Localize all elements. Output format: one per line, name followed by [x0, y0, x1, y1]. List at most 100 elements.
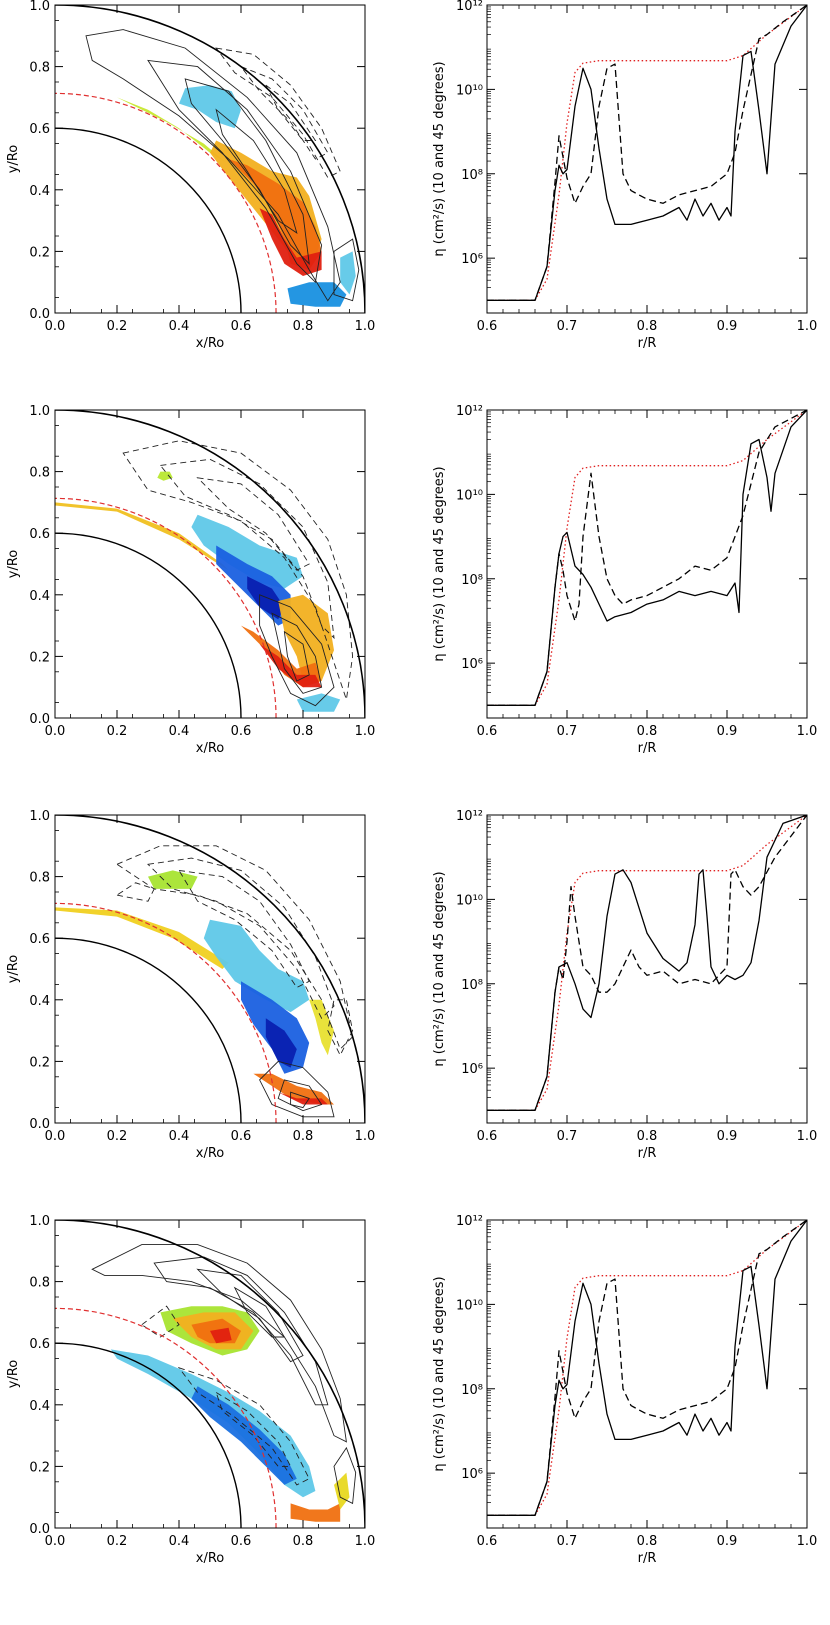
contour-dashed: [215, 47, 341, 179]
y-tick-label: 10⁶: [461, 1467, 483, 1482]
x-tick-label: 0.8: [293, 319, 314, 334]
field-blob: [287, 282, 347, 307]
x-tick-label: 0.8: [637, 1534, 658, 1549]
field-blob: [203, 919, 310, 1013]
x-tick-label: 0.6: [231, 319, 252, 334]
x-axis-label: x/Ro: [196, 1551, 225, 1566]
x-tick-label: 0.0: [45, 724, 66, 739]
y-tick-label: 0.8: [29, 1276, 50, 1291]
x-tick-label: 0.9: [717, 319, 738, 334]
y-tick-label: 1.0: [29, 809, 50, 824]
x-tick-label: 0.7: [557, 1129, 578, 1144]
contour-solid: [290, 1091, 310, 1109]
field-blob: [157, 471, 173, 481]
y-tick-label: 10⁸: [461, 168, 483, 183]
field-blob: [228, 159, 322, 270]
field-blob: [247, 576, 285, 620]
x-tick-label: 1.0: [797, 319, 818, 334]
x-tick-label: 0.6: [231, 1534, 252, 1549]
contour-dashed: [177, 1366, 310, 1486]
contour-dashed: [115, 882, 155, 902]
contour-solid: [196, 1268, 304, 1363]
contour-solid: [91, 1244, 347, 1443]
y-tick-label: 0.6: [29, 527, 50, 542]
contour-solid: [333, 1446, 357, 1505]
x-tick-label: 0.9: [717, 724, 738, 739]
contour-dashed: [265, 84, 317, 141]
x-tick-label: 0.4: [169, 1129, 190, 1144]
contour-solid: [85, 29, 341, 302]
tachocline-dashed-arc: [55, 902, 277, 1123]
contour-solid: [283, 630, 310, 682]
y-tick-label: 10¹²: [456, 1214, 483, 1229]
contour-solid: [259, 594, 335, 707]
y-tick-label: 0.8: [29, 61, 50, 76]
x-tick-label: 0.6: [477, 1534, 498, 1549]
outer-boundary-arc: [55, 815, 365, 1123]
contour-solid: [277, 1079, 323, 1112]
field-blob: [253, 1073, 334, 1105]
x-tick-label: 1.0: [355, 724, 376, 739]
x-tick-label: 1.0: [355, 1534, 376, 1549]
diffusivity-panel-6: 0.6 0.7 0.8 0.9 1.0 10⁶ 10⁸ 10¹⁰ 10¹² r/R η (cm²/s…: [432, 809, 817, 1161]
x-tick-label: 0.0: [45, 1534, 66, 1549]
y-tick-label: 10⁶: [461, 657, 483, 672]
y-tick-label: 0.0: [29, 307, 50, 322]
y-tick-label: 10¹⁰: [456, 1298, 483, 1313]
x-tick-label: 0.7: [557, 319, 578, 334]
tachocline-dashed-arc: [55, 1307, 277, 1528]
outer-boundary-arc: [55, 5, 365, 313]
x-tick-label: 0.7: [557, 1534, 578, 1549]
contour-dashed: [116, 845, 354, 1050]
contour-dashed: [122, 440, 354, 700]
axes-frame: [486, 409, 808, 719]
diffusivity-panel-8: 0.6 0.7 0.8 0.9 1.0 10⁶ 10⁸ 10¹⁰ 10¹² r/R η (cm²/s…: [432, 1214, 817, 1566]
y-tick-label: 0.6: [29, 122, 50, 137]
x-tick-label: 0.8: [293, 724, 314, 739]
y-tick-label: 1.0: [29, 0, 50, 14]
series-line-solid: [487, 5, 807, 301]
field-blob: [191, 1386, 297, 1485]
y-axis-label: η (cm²/s) (10 and 45 degrees): [432, 871, 447, 1066]
inner-boundary-arc: [55, 127, 242, 313]
meridional-panel-3: 0.0 0.2 0.4 0.6 0.8 1.0 0.0 0.2 0.4 0.6 0.8 1.0 x/Ro…: [6, 404, 375, 756]
y-tick-label: 0.0: [29, 1522, 50, 1537]
diffusivity-panel-2: 0.6 0.7 0.8 0.9 1.0 10⁶ 10⁸ 10¹⁰ 10¹² r/R η (cm²/s…: [432, 0, 817, 351]
outer-boundary-arc: [55, 410, 365, 718]
x-axis-label: x/Ro: [196, 741, 225, 756]
contour-solid: [259, 1060, 335, 1118]
x-tick-label: 0.6: [231, 1129, 252, 1144]
meridional-panel-7: 0.0 0.2 0.4 0.6 0.8 1.0 0.0 0.2 0.4 0.6 0.8 1.0 x/Ro…: [6, 1214, 375, 1566]
y-tick-label: 10¹⁰: [456, 83, 483, 98]
series-line-dashed: [487, 410, 807, 706]
x-tick-label: 1.0: [797, 1129, 818, 1144]
y-axis-label: y/Ro: [6, 550, 21, 579]
series-line-solid: [487, 410, 807, 706]
y-tick-label: 0.2: [29, 1055, 50, 1070]
y-tick-label: 10¹²: [456, 0, 483, 14]
contour-dashed: [141, 1305, 180, 1338]
contour-dashed: [327, 999, 354, 1057]
x-tick-label: 0.8: [637, 724, 658, 739]
x-tick-label: 0.6: [477, 724, 498, 739]
y-tick-label: 10⁸: [461, 978, 483, 993]
y-tick-label: 0.0: [29, 1117, 50, 1132]
x-tick-label: 0.6: [477, 1129, 498, 1144]
x-tick-label: 0.9: [717, 1534, 738, 1549]
contour-dashed: [196, 477, 310, 571]
y-tick-label: 0.2: [29, 245, 50, 260]
inner-boundary-arc: [55, 532, 242, 718]
x-tick-label: 0.4: [169, 319, 190, 334]
y-axis-label: y/Ro: [6, 145, 21, 174]
y-axis-label: η (cm²/s) (10 and 45 degrees): [432, 466, 447, 661]
y-axis-label: y/Ro: [6, 955, 21, 984]
x-tick-label: 0.2: [107, 1534, 128, 1549]
y-tick-label: 10¹²: [456, 809, 483, 824]
contour-solid: [184, 78, 310, 265]
y-tick-label: 0.8: [29, 871, 50, 886]
y-tick-label: 0.6: [29, 1337, 50, 1352]
y-tick-label: 0.8: [29, 466, 50, 481]
y-tick-label: 0.4: [29, 184, 50, 199]
y-tick-label: 10¹⁰: [456, 488, 483, 503]
